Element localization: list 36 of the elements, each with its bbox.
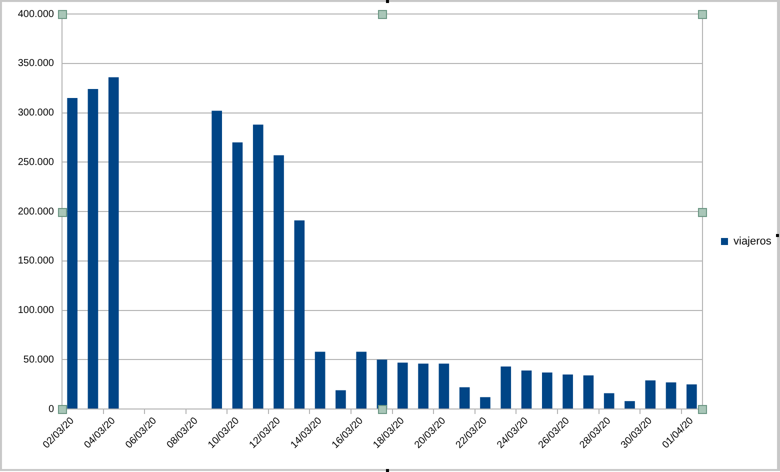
bar	[562, 374, 573, 408]
y-tick-label: 50.000	[23, 354, 54, 366]
y-tick-label: 0	[48, 404, 54, 415]
bar	[686, 384, 697, 408]
bar	[294, 220, 305, 408]
bar	[624, 401, 635, 408]
y-tick-label: 250.000	[18, 156, 54, 168]
bar	[604, 393, 614, 408]
bar	[583, 375, 594, 408]
bar	[459, 387, 470, 408]
y-tick-label: 200.000	[18, 206, 54, 218]
bar	[252, 124, 264, 408]
y-tick-label: 400.000	[18, 8, 54, 20]
bar	[500, 366, 512, 408]
bar	[336, 390, 346, 408]
y-tick-label: 150.000	[18, 256, 54, 267]
bar	[542, 372, 552, 408]
bar	[88, 89, 98, 408]
bar	[232, 142, 243, 408]
y-tick-label: 300.000	[18, 108, 54, 118]
bar	[212, 110, 222, 408]
bar	[418, 364, 428, 408]
bar	[438, 364, 450, 408]
bar	[108, 77, 119, 408]
y-tick-label: 100.000	[18, 305, 54, 316]
bar	[645, 380, 656, 408]
bar	[480, 397, 490, 408]
bar	[314, 352, 326, 408]
y-tick-label: 350.000	[18, 58, 54, 70]
bar	[521, 370, 532, 408]
bar	[274, 155, 284, 408]
bar	[397, 362, 408, 408]
legend-label: viajeros	[734, 236, 772, 248]
bar	[67, 98, 78, 408]
bar	[666, 382, 676, 408]
bar	[356, 352, 367, 408]
